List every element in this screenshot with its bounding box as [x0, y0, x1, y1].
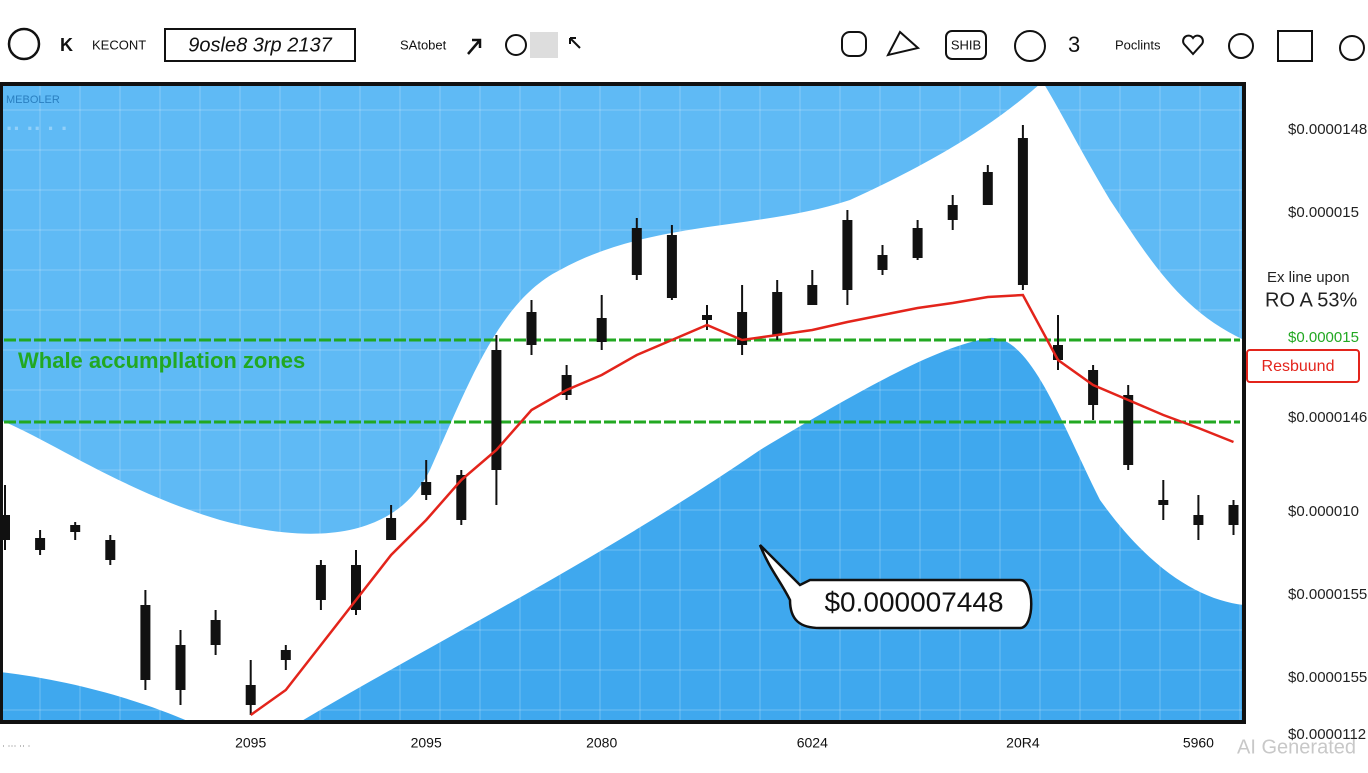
candle-body	[1088, 370, 1099, 405]
candle-body	[0, 515, 10, 540]
grid	[2, 86, 1242, 720]
candle-body	[842, 220, 853, 290]
x-tick-label: 6024	[797, 735, 828, 751]
chat-icon[interactable]	[841, 31, 867, 57]
candle-body	[245, 685, 256, 705]
price-label: $0.0000155	[1288, 586, 1367, 603]
toolbar-left[interactable]: KECONT	[92, 37, 146, 52]
x-tick-label: 2095	[411, 735, 442, 751]
plot-frame	[0, 82, 1246, 724]
candle-body	[175, 645, 186, 690]
candle-body	[772, 292, 783, 335]
candle-body	[421, 482, 432, 495]
dog-icon[interactable]	[1014, 30, 1046, 62]
callout-text: $0.000007448	[824, 586, 1003, 617]
blurred-icon	[530, 32, 558, 58]
rebound-label: Resbuund	[1262, 358, 1335, 375]
background-band	[0, 672, 190, 722]
k-icon[interactable]: K	[60, 35, 73, 55]
x-tick-label: 2080	[586, 735, 617, 751]
candle-body	[456, 475, 467, 520]
token-label[interactable]: SHIB	[951, 37, 981, 52]
points-label[interactable]: Poclints	[1115, 37, 1161, 52]
price-label: $0.000010	[1288, 503, 1359, 520]
price-label: $0.0000146	[1288, 409, 1367, 426]
candle-body	[491, 350, 502, 470]
candle-body	[386, 518, 397, 540]
candle-body	[666, 235, 677, 298]
rebound-box	[1246, 349, 1360, 383]
candle-body	[351, 565, 361, 610]
avatar-icon[interactable]	[505, 34, 527, 56]
candle-body	[631, 228, 642, 275]
note: RO A 53%	[1265, 289, 1357, 311]
candle-body	[210, 620, 221, 645]
price-label: $0.0000112	[1288, 726, 1366, 743]
candle-body	[105, 540, 116, 560]
candle-body	[1193, 515, 1204, 525]
price-label: $0.000015	[1288, 204, 1359, 221]
faded-heading: ·· ·· · ·	[6, 116, 68, 141]
candle-body	[526, 312, 537, 345]
note: Ex line upon	[1267, 269, 1350, 286]
candle-body	[596, 318, 607, 342]
menu-icon[interactable]: 3	[1068, 32, 1080, 57]
footnote: · ··· ·· ·	[2, 740, 30, 750]
candle-body	[140, 605, 151, 680]
arrow-icon[interactable]	[467, 38, 482, 55]
x-tick-label: 5960	[1183, 735, 1214, 751]
logo-icon[interactable]	[7, 27, 41, 61]
candle-body	[1123, 395, 1134, 465]
candle-body	[737, 312, 748, 345]
background-band	[1044, 84, 1244, 340]
search-box[interactable]	[164, 28, 356, 62]
overlay-title: MEBOLER	[6, 94, 60, 106]
callout-bubble	[758, 544, 1033, 630]
heart-icon[interactable]	[1182, 34, 1204, 56]
candle-body	[1228, 505, 1239, 525]
search-text[interactable]: 9osle8 3rp 2137	[188, 34, 332, 56]
candle-body	[702, 315, 712, 320]
arrow-icon[interactable]	[569, 37, 581, 49]
candle-body	[877, 255, 888, 270]
candle-body	[1053, 345, 1063, 360]
candle-body	[280, 650, 291, 660]
token-box[interactable]	[945, 30, 987, 60]
bell-icon[interactable]	[886, 30, 921, 57]
candle-body	[70, 525, 81, 532]
coin-icon[interactable]	[1228, 33, 1254, 59]
moving-average-line	[249, 293, 1234, 717]
candle-body	[912, 228, 923, 258]
watermark: AI Generated	[1237, 736, 1356, 758]
candle-body	[982, 172, 993, 205]
pair-label[interactable]: SAtobet	[400, 37, 447, 52]
candle-body	[1017, 138, 1028, 285]
candle-body	[561, 375, 572, 395]
candle-body	[35, 538, 46, 550]
x-tick-label: 2095	[235, 735, 266, 751]
price-label: $0.000015	[1288, 329, 1359, 346]
x-tick-label: 20R4	[1006, 735, 1040, 751]
zone-label: Whale accumpllation zones	[18, 348, 305, 373]
candle-body	[947, 205, 958, 220]
candle-body	[315, 565, 326, 600]
settings-icon[interactable]	[1339, 35, 1365, 61]
price-label: $0.0000155	[1288, 669, 1367, 686]
candle-body	[807, 285, 818, 305]
candle-body	[1158, 500, 1169, 505]
price-label: $0.0000148	[1288, 121, 1367, 138]
profile-icon[interactable]	[1277, 30, 1313, 62]
